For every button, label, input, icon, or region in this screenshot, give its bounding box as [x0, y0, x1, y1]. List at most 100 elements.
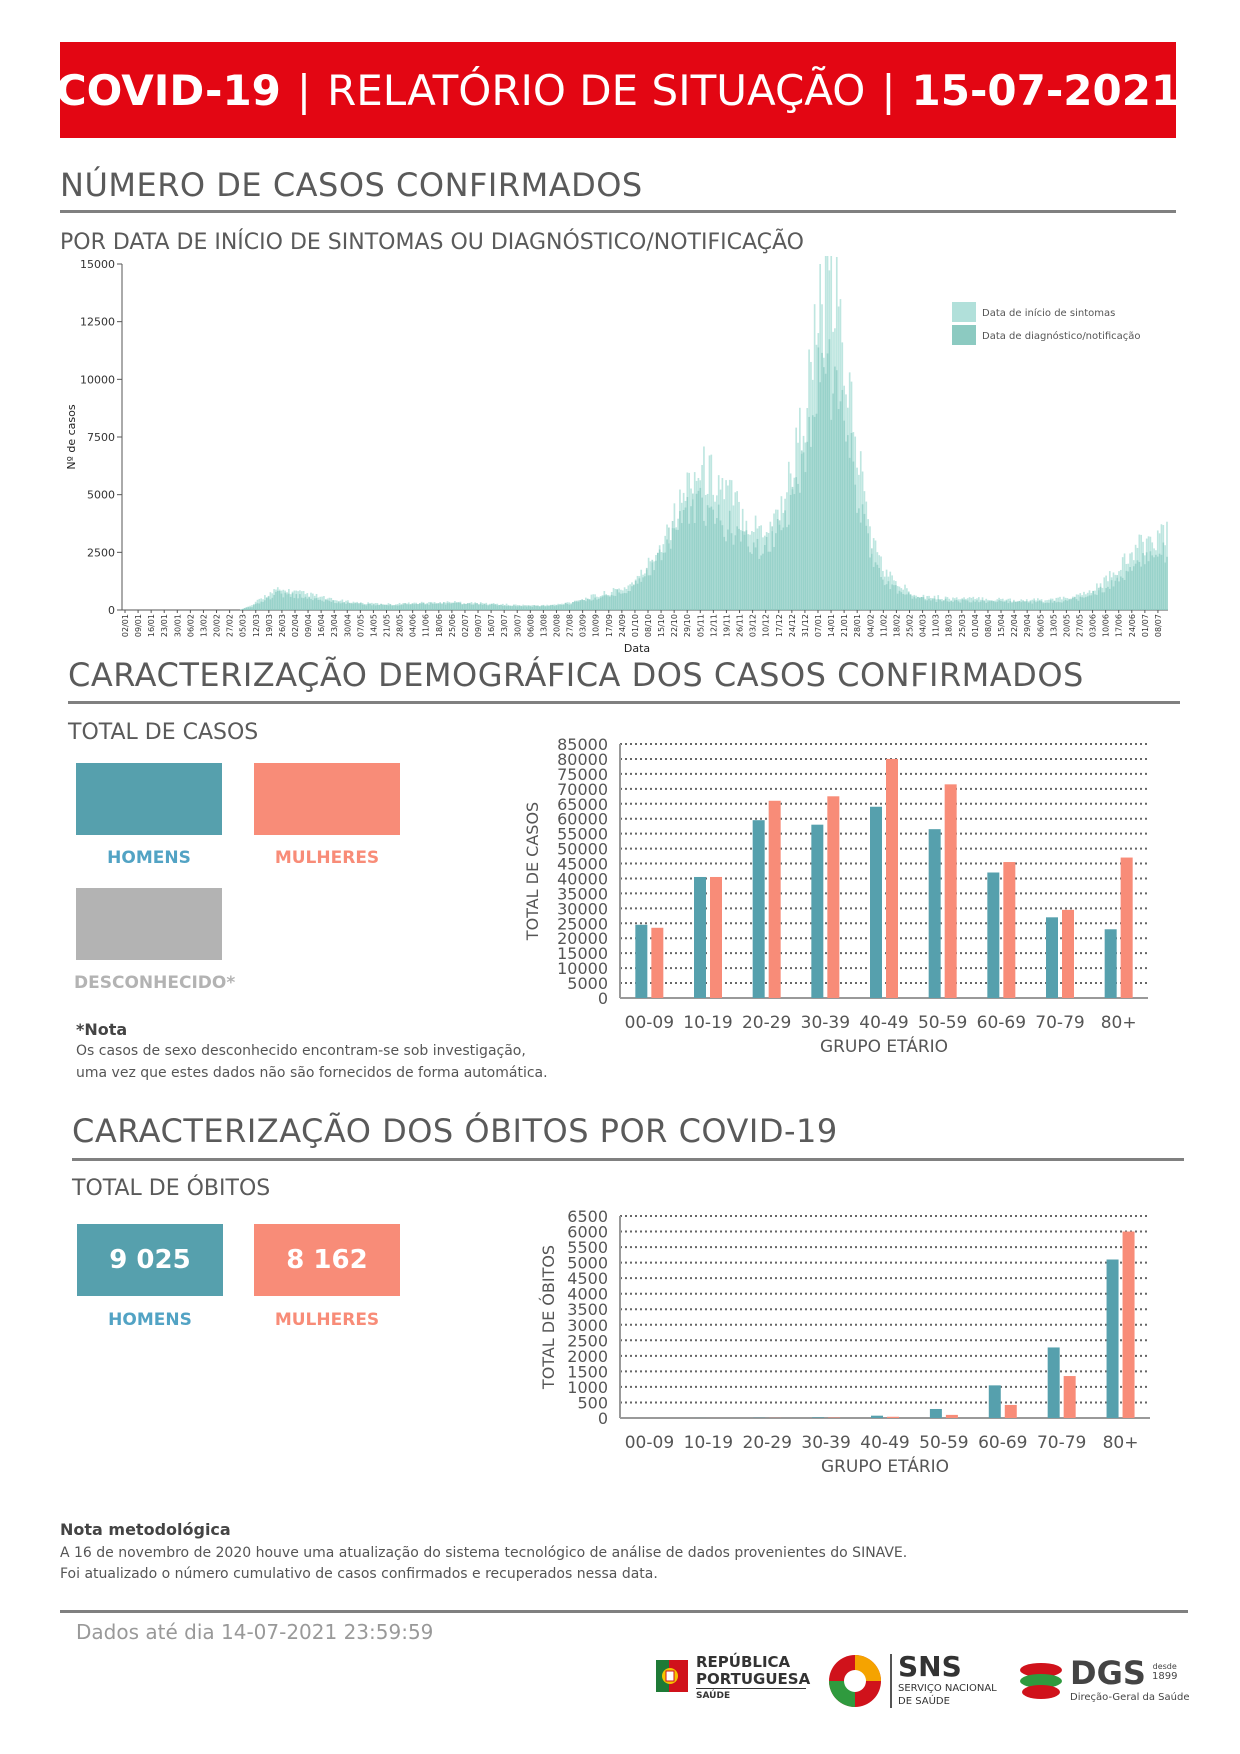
cases-day-bar — [1072, 597, 1074, 610]
cases-x-tick-label: 12/11 — [709, 614, 718, 637]
age-cases-bar-women — [1120, 857, 1133, 998]
cases-x-tick-label: 24/06 — [1128, 614, 1137, 637]
cases-day-bar — [1007, 603, 1010, 610]
cases-day-bar — [835, 370, 838, 610]
cases-x-tick-label: 20/05 — [1062, 614, 1071, 637]
cases-day-bar — [856, 512, 858, 610]
cases-day-bar — [398, 605, 401, 610]
cases-day-bar — [369, 603, 371, 610]
dgs-symbol-icon — [1020, 1663, 1062, 1699]
cases-day-bar — [500, 604, 502, 610]
cases-x-tick-label: 02/07 — [461, 614, 470, 637]
cases-day-bar — [609, 596, 611, 610]
cases-day-bar — [359, 602, 362, 610]
cases-day-bar — [260, 601, 263, 610]
cases-day-bar — [1079, 596, 1082, 610]
cases-day-bar — [900, 592, 903, 610]
cases-x-tick-label: 24/09 — [618, 614, 627, 637]
cases-day-bar — [374, 605, 377, 610]
cases-day-bar — [358, 602, 360, 610]
cases-x-tick-label: 13/02 — [199, 614, 208, 637]
cases-day-bar — [315, 598, 318, 610]
section2-title: CARACTERIZAÇÃO DEMOGRÁFICA DOS CASOS CON… — [68, 656, 1084, 694]
dgs-year: 1899 — [1152, 1671, 1178, 1682]
cases-day-bar — [1059, 602, 1061, 610]
cases-day-bar — [293, 597, 296, 610]
cases-day-bar — [754, 547, 757, 610]
cases-day-bar — [496, 605, 499, 610]
cases-day-bar — [354, 602, 357, 610]
cases-x-tick-label: 26/11 — [736, 614, 745, 637]
header-sep-2: | — [881, 65, 896, 115]
cases-day-bar — [662, 552, 665, 610]
cases-day-bar — [941, 601, 943, 610]
cases-day-bar — [524, 605, 526, 610]
cases-by-age-chart: 0500010000150002000025000300003500040000… — [523, 735, 1148, 1057]
section1-divider — [60, 210, 1176, 213]
cases-day-bar — [765, 536, 768, 610]
cases-day-bar — [655, 560, 657, 610]
cases-day-bar — [778, 520, 781, 610]
section2-subtitle: TOTAL DE CASOS — [68, 720, 259, 745]
cases-day-bar — [802, 452, 805, 610]
cases-day-bar — [435, 603, 438, 610]
age-cases-bar-women — [1062, 909, 1074, 998]
cases-day-bar — [459, 602, 462, 610]
cases-day-bar — [1027, 602, 1030, 610]
age-cases-bar-men — [987, 872, 1000, 998]
cases-day-bar — [771, 526, 774, 610]
cases-day-bar — [481, 604, 484, 610]
cases-x-tick-label: 05/03 — [239, 614, 248, 637]
cases-day-bar — [618, 592, 620, 610]
cases-day-bar — [963, 599, 965, 610]
cases-x-tick-label: 06/08 — [526, 614, 535, 637]
cases-day-bar — [332, 600, 334, 610]
cases-day-bar — [751, 553, 753, 610]
cases-day-bar — [684, 507, 687, 610]
cases-day-bar — [987, 601, 989, 610]
cases-day-bar — [848, 457, 851, 610]
cases-x-tick-label: 27/02 — [226, 614, 235, 637]
cases-day-bar — [592, 599, 595, 610]
cases-day-bar — [830, 419, 833, 610]
age-cases-bar-men — [635, 924, 648, 998]
cases-day-bar — [998, 600, 1000, 610]
deaths-women-label: MULHERES — [274, 1310, 380, 1330]
age-deaths-y-tick-label: 500 — [577, 1393, 608, 1412]
cases-day-bar — [557, 605, 560, 610]
cases-day-bar — [946, 601, 949, 610]
cases-day-bar — [380, 603, 382, 610]
cases-day-bar — [409, 604, 412, 610]
cases-day-bar — [767, 551, 770, 610]
cases-day-bar — [419, 603, 421, 610]
cases-unknown-box — [76, 888, 222, 960]
cases-day-bar — [952, 601, 954, 610]
cases-day-bar — [858, 508, 860, 610]
cases-x-tick-label: 30/01 — [173, 614, 182, 637]
cases-day-bar — [583, 600, 585, 610]
sns-line1: SERVIÇO NACIONAL — [898, 1683, 997, 1694]
age-cases-bar-men — [694, 876, 706, 998]
cases-x-tick-label: 21/01 — [840, 614, 849, 637]
cases-day-bar — [452, 602, 454, 610]
cases-day-bar — [913, 596, 916, 610]
cases-day-bar — [1025, 601, 1028, 610]
cases-day-bar — [1009, 601, 1012, 610]
unknown-note-title: *Nota — [76, 1020, 128, 1039]
age-cases-y-tick-label: 80000 — [557, 750, 608, 769]
cases-x-tick-label: 07/05 — [356, 614, 365, 637]
cases-x-tick-label: 04/06 — [409, 614, 418, 637]
cases-x-tick-label: 08/07 — [1154, 614, 1163, 637]
cases-day-bar — [498, 605, 500, 610]
cases-day-bar — [1096, 594, 1098, 610]
cases-x-tick-label: 09/04 — [304, 614, 313, 637]
cases-day-bar — [1108, 588, 1111, 610]
cases-day-bar — [727, 529, 729, 610]
cases-day-bar — [446, 603, 449, 610]
cases-day-bar — [799, 492, 801, 610]
cases-day-bar — [763, 545, 766, 610]
republica-portuguesa-logo: REPÚBLICA PORTUGUESA SAÚDE — [656, 1650, 816, 1710]
cases-x-tick-label: 23/07 — [500, 614, 509, 637]
cases-day-bar — [725, 541, 727, 610]
cases-day-bar — [1142, 553, 1144, 610]
